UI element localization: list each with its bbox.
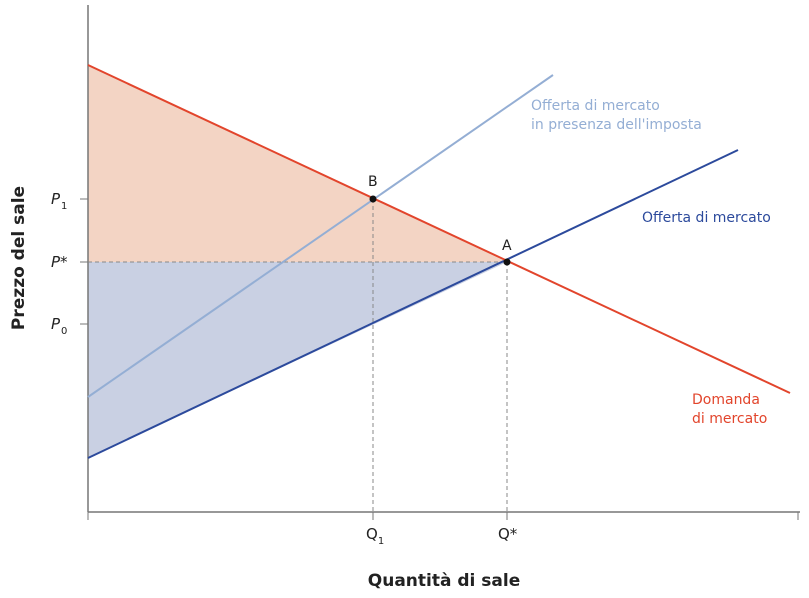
y-tick-label-p0: P0 — [51, 315, 67, 337]
y-tick-label-pstar: P* — [51, 253, 68, 271]
x-tick-label-qstar: Q* — [498, 525, 518, 543]
point-a-label: A — [502, 238, 512, 254]
point-b-label: B — [368, 174, 378, 190]
point-b — [369, 195, 377, 203]
supply-tax-curve — [87, 74, 554, 398]
demand-label-2: di mercato — [692, 411, 767, 427]
y-tick-label-p1: P1 — [51, 190, 67, 212]
x-axis-title: Quantità di sale — [368, 571, 520, 591]
supply-curve — [87, 149, 739, 459]
y-axis-title: Prezzo del sale — [9, 186, 29, 330]
demand-label-1: Domanda — [692, 392, 760, 408]
point-a — [503, 258, 511, 266]
supply-tax-label-1: Offerta di mercato — [531, 98, 660, 114]
demand-curve — [87, 64, 791, 394]
supply-tax-label-2: in presenza dell'imposta — [531, 117, 702, 133]
supply-label: Offerta di mercato — [642, 210, 771, 226]
x-tick-label-q1: Q1 — [366, 525, 384, 547]
